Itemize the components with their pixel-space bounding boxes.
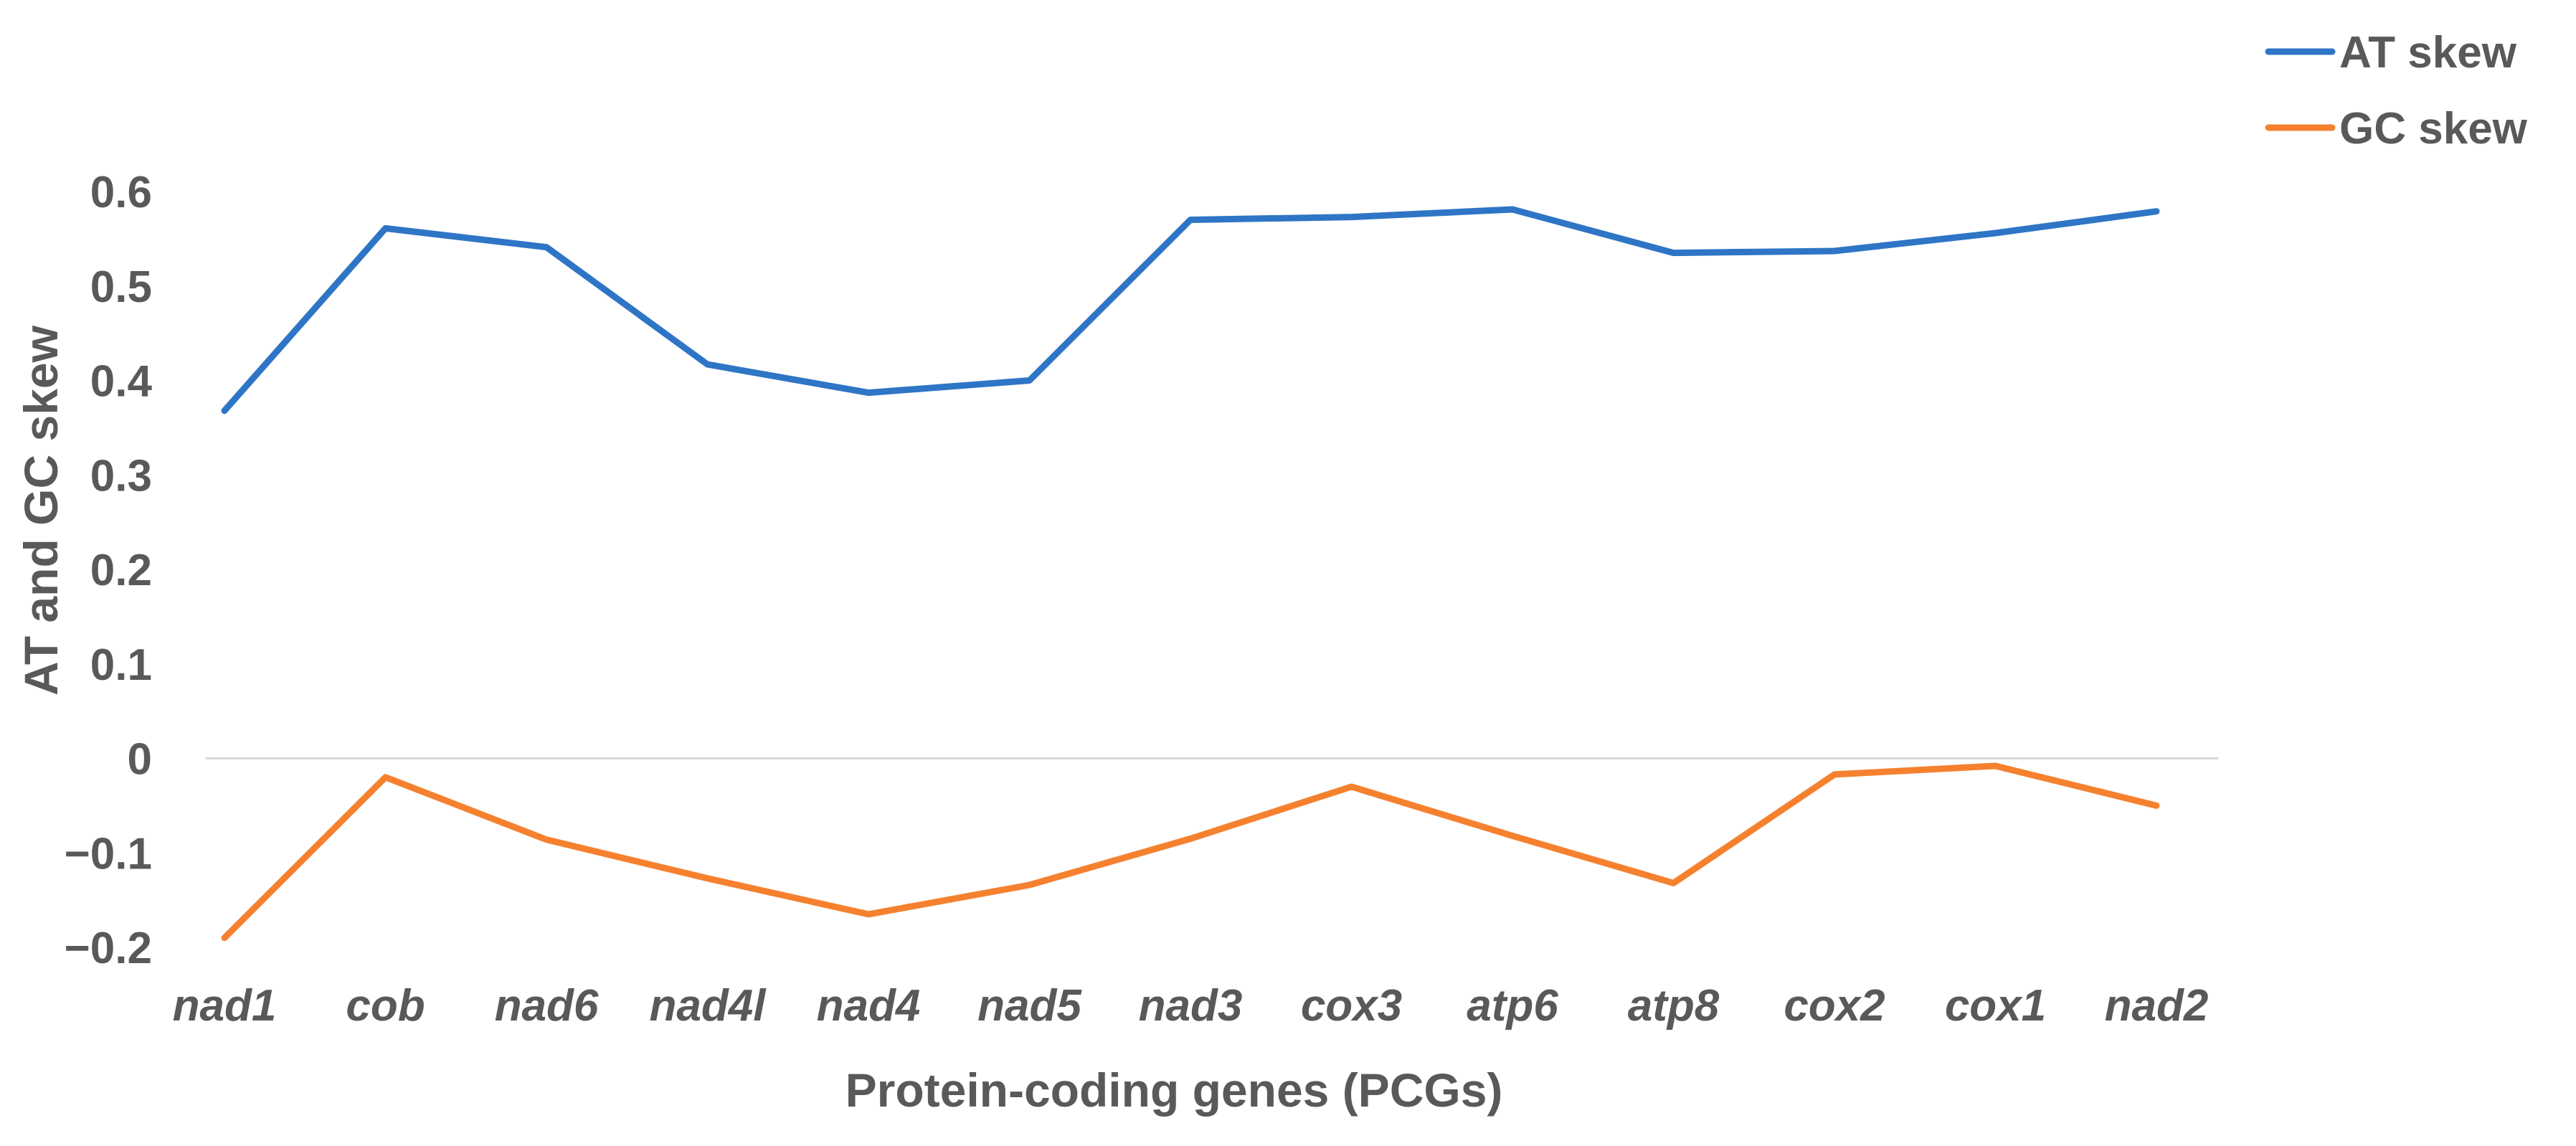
x-tick-label: cox3 [1301,981,1402,1031]
x-tick-label: cox2 [1784,981,1885,1031]
gc-skew-line [221,762,2160,942]
y-tick-label: −0.2 [65,924,152,973]
y-tick-label: 0.1 [90,640,152,690]
y-tick-label: −0.1 [65,829,152,879]
x-tick-label: nad4 [817,981,921,1031]
at-skew-line [221,206,2160,415]
y-axis-ticks: −0.2 −0.1 0 0.1 0.2 0.3 0.4 0.5 0.6 [65,168,153,973]
x-tick-label: nad1 [173,981,277,1031]
x-tick-label: atp6 [1467,981,1558,1031]
x-tick-label: nad4l [650,981,767,1031]
y-tick-label: 0.4 [90,357,153,407]
x-tick-label: nad5 [977,981,1082,1031]
x-tick-label: nad6 [495,981,599,1031]
y-tick-label: 0.3 [90,451,152,501]
x-tick-label: cox1 [1945,981,2046,1031]
x-tick-label: cob [346,981,425,1031]
x-tick-label: nad3 [1139,981,1243,1031]
y-tick-label: 0 [128,735,152,785]
x-axis-title: Protein-coding genes (PCGs) [846,1064,1503,1117]
x-tick-label: atp8 [1628,981,1720,1031]
legend-label: GC skew [2339,104,2528,153]
series-lines [221,206,2160,942]
legend-label: AT skew [2339,28,2517,77]
y-tick-label: 0.6 [90,168,152,217]
x-tick-label: nad2 [2105,981,2209,1031]
legend: AT skew GC skew [2265,28,2528,153]
y-tick-label: 0.2 [90,546,152,595]
y-axis-title: AT and GC skew [14,325,67,696]
y-tick-label: 0.5 [90,262,152,312]
x-axis-category-labels: nad1 cob nad6 nad4l nad4 nad5 nad3 cox3 atp6 atp8… [173,981,2209,1031]
